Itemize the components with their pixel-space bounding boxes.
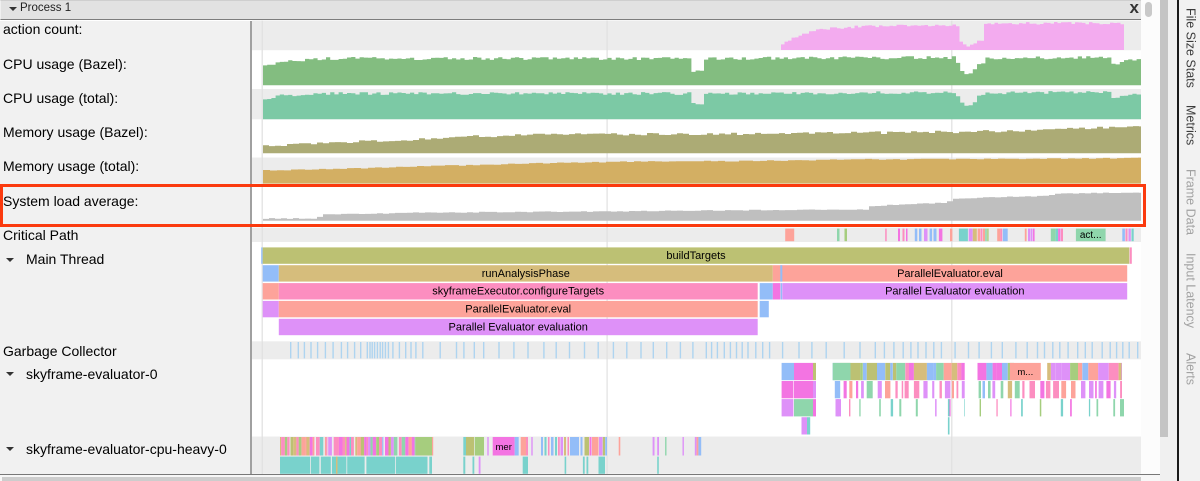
svg-text:buildTargets: buildTargets [666,250,726,262]
svg-text:act...: act... [1080,230,1102,241]
svg-text:ParallelEvaluator.eval: ParallelEvaluator.eval [465,304,571,316]
svg-text:ParallelEvaluator.eval: ParallelEvaluator.eval [897,268,1003,280]
svg-text:skyframeExecutor.configureTarg: skyframeExecutor.configureTargets [432,286,604,298]
svg-text:Parallel Evaluator evaluation: Parallel Evaluator evaluation [885,286,1024,298]
svg-text:runAnalysisPhase: runAnalysisPhase [482,268,570,280]
svg-text:Parallel Evaluator evaluation: Parallel Evaluator evaluation [448,321,587,333]
svg-text:mer: mer [496,442,512,453]
svg-text:m...: m... [1017,367,1033,378]
